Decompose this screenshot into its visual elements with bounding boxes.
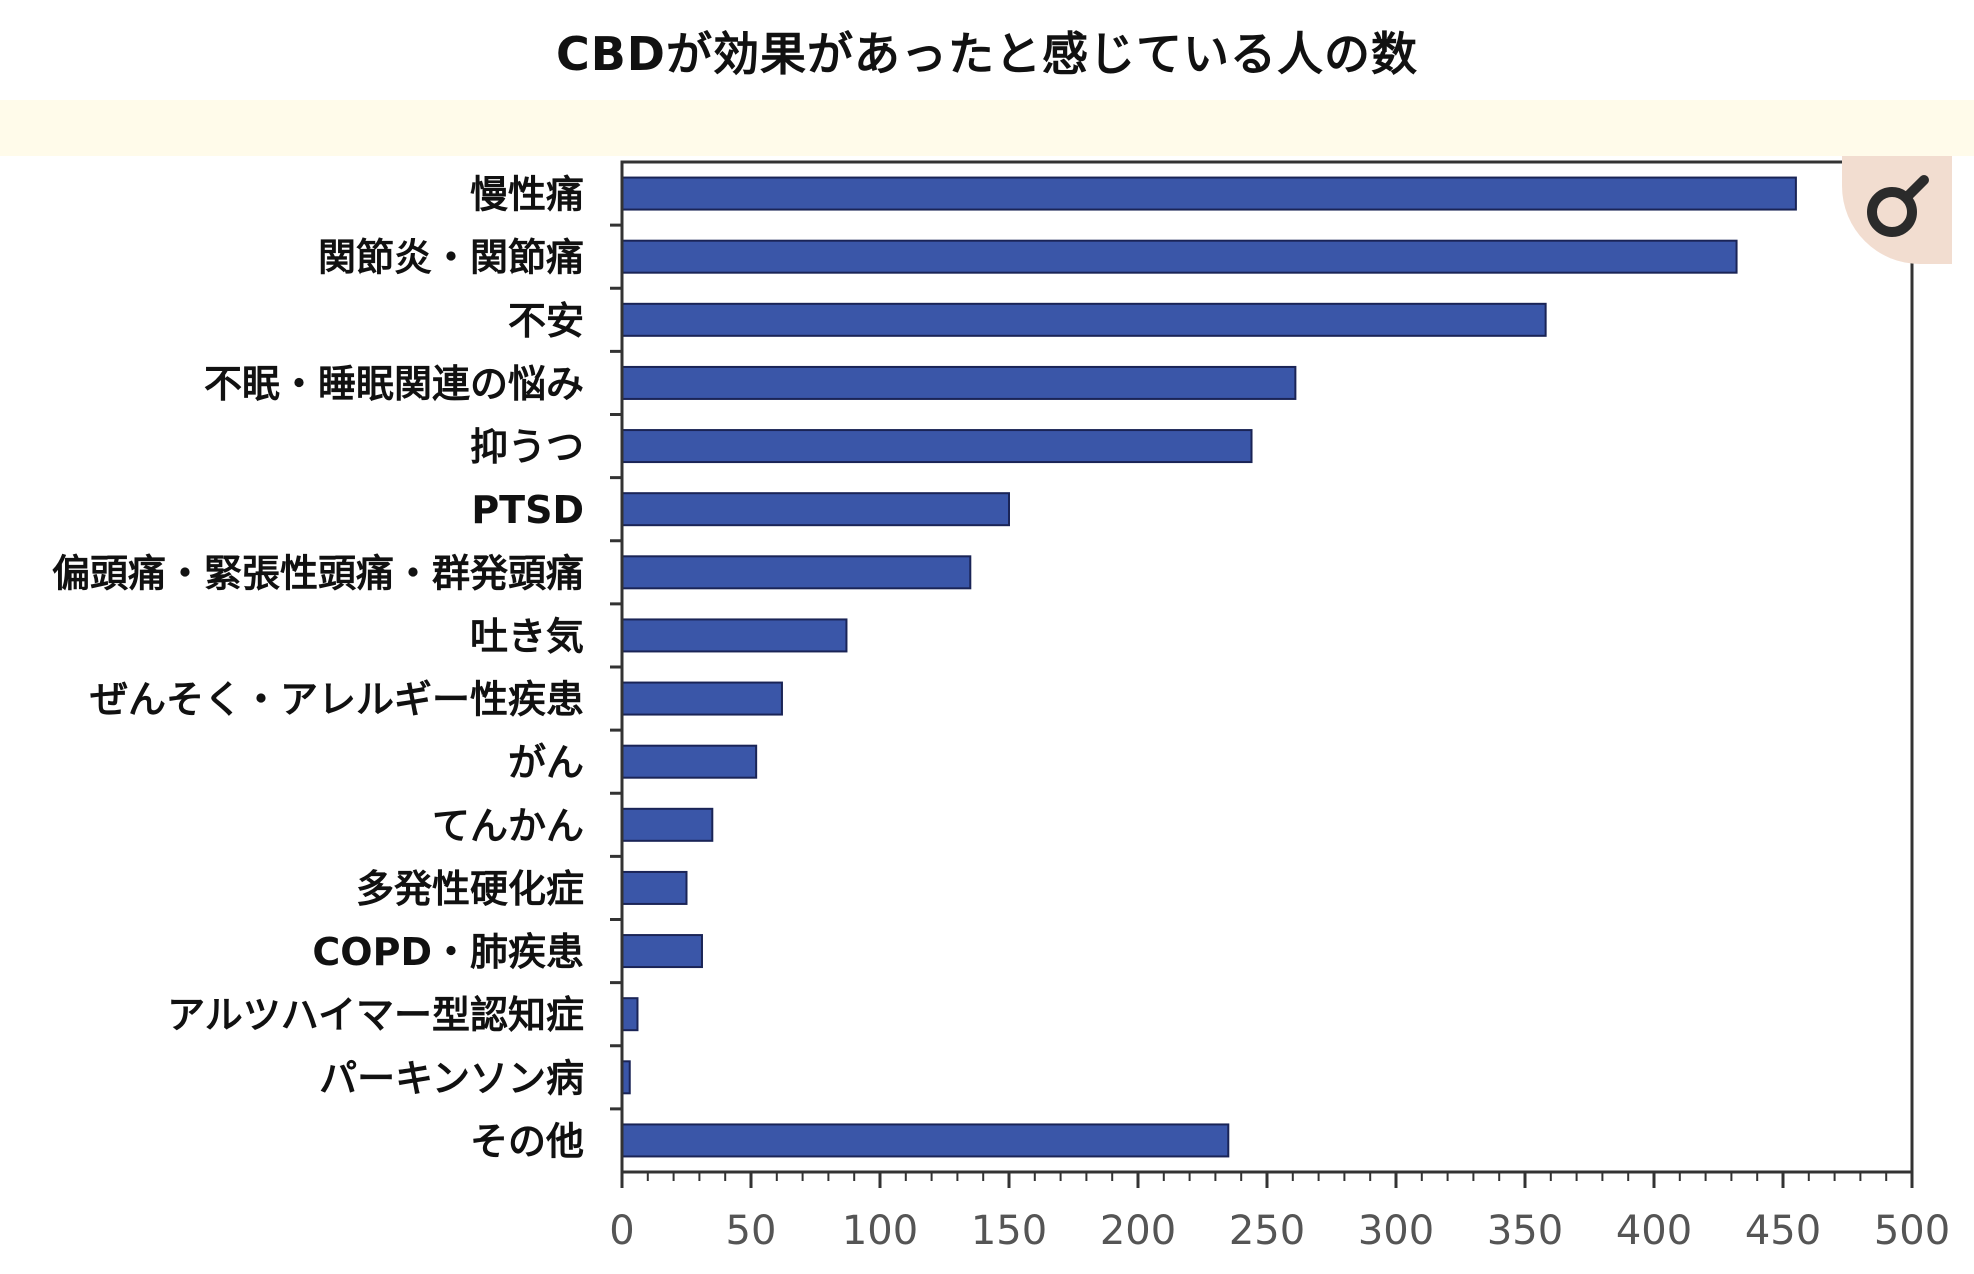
- x-tick-label: 100: [842, 1208, 918, 1254]
- bar: [621, 807, 714, 842]
- bar: [621, 934, 703, 969]
- category-label: 不眠・睡眠関連の悩み: [204, 362, 584, 406]
- category-label: 慢性痛: [470, 173, 584, 217]
- bars-group: [621, 176, 1797, 1158]
- bar: [621, 744, 758, 779]
- bar: [621, 681, 783, 716]
- chart-title: CBDが効果があったと感じている人の数: [555, 27, 1418, 81]
- category-label: PTSD: [471, 488, 584, 532]
- bar: [621, 492, 1010, 527]
- bar: [621, 239, 1738, 274]
- category-label: 関節炎・関節痛: [318, 236, 584, 280]
- x-tick-label: 300: [1358, 1208, 1434, 1254]
- magnifier-icon: [1867, 175, 1929, 237]
- category-label: その他: [470, 1119, 584, 1163]
- category-label: アルツハイマー型認知症: [167, 993, 584, 1037]
- category-label: 偏頭痛・緊張性頭痛・群発頭痛: [52, 551, 584, 595]
- category-label: ぜんそく・アレルギー性疾患: [90, 678, 584, 722]
- zoom-badge[interactable]: [1842, 156, 1952, 264]
- x-tick-label: 350: [1487, 1208, 1563, 1254]
- category-label: 吐き気: [470, 614, 584, 658]
- x-tick-label: 150: [971, 1208, 1047, 1254]
- bar: [621, 302, 1547, 337]
- bar: [621, 429, 1253, 464]
- x-tick-labels: 0 50 100 150 200 250 300 350 400 450 500: [609, 1208, 1950, 1254]
- bar: [621, 1123, 1230, 1158]
- category-label: てんかん: [432, 804, 584, 848]
- bar: [621, 618, 848, 653]
- x-tick-label: 400: [1616, 1208, 1692, 1254]
- bar: [621, 176, 1797, 211]
- x-tick-label: 250: [1229, 1208, 1305, 1254]
- category-label: COPD・肺疾患: [312, 930, 584, 974]
- bar: [621, 997, 639, 1032]
- x-tick-label: 50: [726, 1208, 777, 1254]
- x-tick-label: 450: [1745, 1208, 1821, 1254]
- category-label: がん: [508, 741, 584, 785]
- category-label: 不安: [508, 299, 584, 343]
- category-label: 抑うつ: [470, 425, 584, 469]
- category-label: 多発性硬化症: [356, 867, 584, 911]
- category-label: パーキンソン病: [319, 1056, 584, 1100]
- x-tick-label: 0: [609, 1208, 634, 1254]
- bar: [621, 870, 688, 905]
- axes-group: [610, 160, 1914, 1188]
- bar: [621, 365, 1297, 400]
- x-tick-label: 200: [1100, 1208, 1176, 1254]
- header-band: [0, 100, 1974, 156]
- x-tick-label: 500: [1874, 1208, 1950, 1254]
- bar: [621, 555, 972, 590]
